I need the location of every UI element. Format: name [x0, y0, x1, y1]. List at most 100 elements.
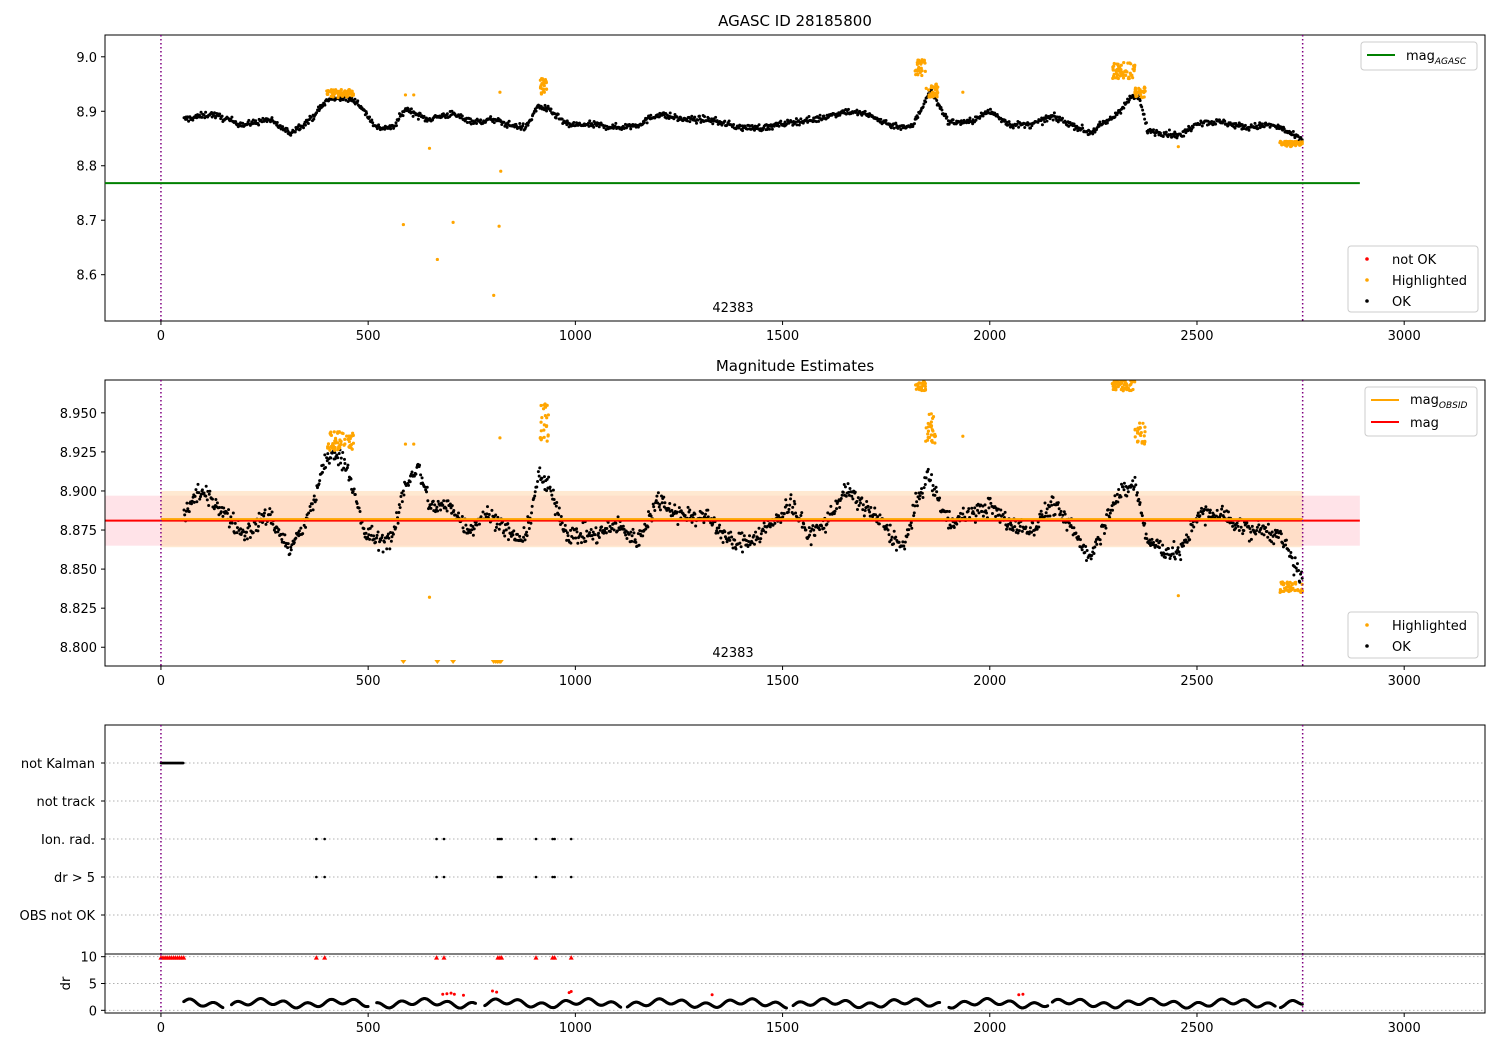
ok-point: [1177, 550, 1181, 554]
highlighted-point: [1119, 63, 1123, 67]
ok-point: [460, 114, 464, 118]
y-tick-label: 10: [80, 951, 97, 966]
y-tick-label: 8.850: [60, 563, 97, 578]
ok-point: [336, 456, 340, 460]
ok-point: [865, 499, 869, 503]
ok-point: [1204, 505, 1208, 509]
ok-point: [526, 123, 530, 127]
highlighted-point: [341, 431, 345, 436]
ok-point: [475, 523, 479, 527]
ok-point: [1176, 546, 1180, 550]
ok-point: [321, 463, 325, 467]
ok-point: [494, 513, 498, 517]
ok-point: [1265, 529, 1269, 533]
highlighted-point: [933, 86, 937, 90]
highlighted-point: [497, 224, 501, 228]
ok-point: [239, 527, 243, 531]
ok-point: [1057, 507, 1061, 511]
ok-point: [1005, 527, 1009, 531]
ok-point: [525, 534, 529, 538]
ok-point: [189, 502, 193, 506]
ok-point: [1027, 122, 1031, 126]
ok-point: [667, 507, 671, 511]
ok-point: [1050, 503, 1054, 507]
highlighted-point: [933, 441, 937, 445]
ok-point: [693, 115, 697, 119]
highlighted-point: [923, 69, 927, 73]
dr-point: [784, 1006, 788, 1010]
ok-point: [612, 528, 616, 532]
highlighted-point: [540, 87, 544, 91]
ok-point: [1295, 562, 1299, 566]
legend-box: [1360, 41, 1478, 71]
ok-point: [591, 530, 595, 534]
ok-point: [289, 133, 293, 137]
ok-point: [873, 506, 877, 510]
x-tick-label: 0: [157, 1021, 165, 1036]
ok-point: [367, 533, 371, 537]
ok-point: [298, 127, 302, 131]
ok-point: [560, 117, 564, 121]
highlighted-point: [919, 66, 923, 70]
ok-point: [1200, 506, 1204, 510]
ok-point: [1231, 521, 1235, 525]
ok-point: [579, 531, 583, 535]
ok-point: [382, 540, 386, 544]
highlighted-point: [923, 388, 928, 392]
ok-point: [297, 529, 301, 533]
ok-point: [309, 509, 313, 513]
ok-point: [575, 527, 579, 531]
ok-point: [375, 533, 379, 537]
highlighted-point: [343, 437, 347, 441]
ok-point: [1258, 121, 1262, 125]
ok-point: [377, 548, 381, 552]
ok-point: [989, 501, 993, 505]
x-tick-label: 2500: [1180, 674, 1213, 689]
ok-point: [935, 490, 939, 494]
ok-point: [614, 521, 618, 525]
ok-point: [233, 521, 237, 525]
ok-point: [270, 510, 274, 514]
ok-point: [1138, 99, 1142, 103]
ok-point: [204, 494, 208, 498]
ok-point: [892, 126, 896, 130]
highlighted-point: [920, 73, 924, 78]
ok-point: [1152, 540, 1156, 544]
ok-point: [1143, 117, 1147, 121]
ok-point: [1153, 134, 1157, 138]
ok-point: [565, 531, 569, 535]
ok-point: [1094, 540, 1098, 544]
ok-point: [832, 512, 836, 516]
ok-point: [855, 108, 859, 112]
ok-point: [644, 527, 648, 531]
ok-point: [1015, 122, 1019, 126]
ok-point: [370, 524, 374, 528]
ok-point: [257, 511, 261, 515]
ok-point: [951, 118, 955, 122]
ok-point: [275, 120, 279, 124]
ok-point: [416, 117, 420, 121]
ok-point: [220, 114, 224, 118]
ok-point: [753, 124, 757, 128]
ok-point: [807, 115, 811, 119]
ok-point: [1006, 522, 1010, 526]
ok-point: [572, 120, 576, 124]
ok-point: [750, 541, 754, 545]
ok-point: [233, 531, 237, 535]
ok-point: [507, 526, 511, 530]
ok-point: [988, 496, 992, 500]
ok-point: [812, 528, 816, 532]
ok-point: [1171, 552, 1175, 556]
ok-point: [1243, 123, 1247, 127]
ok-point: [652, 505, 656, 509]
ok-point: [876, 515, 880, 519]
ok-point: [411, 114, 415, 118]
ok-point: [1078, 538, 1082, 542]
ok-point: [505, 125, 509, 129]
highlighted-point: [1280, 143, 1284, 147]
legend-marker: [1365, 644, 1369, 648]
ok-point: [1044, 511, 1048, 515]
ok-point: [955, 522, 959, 526]
ok-point: [770, 127, 774, 131]
ok-point: [1137, 497, 1141, 501]
